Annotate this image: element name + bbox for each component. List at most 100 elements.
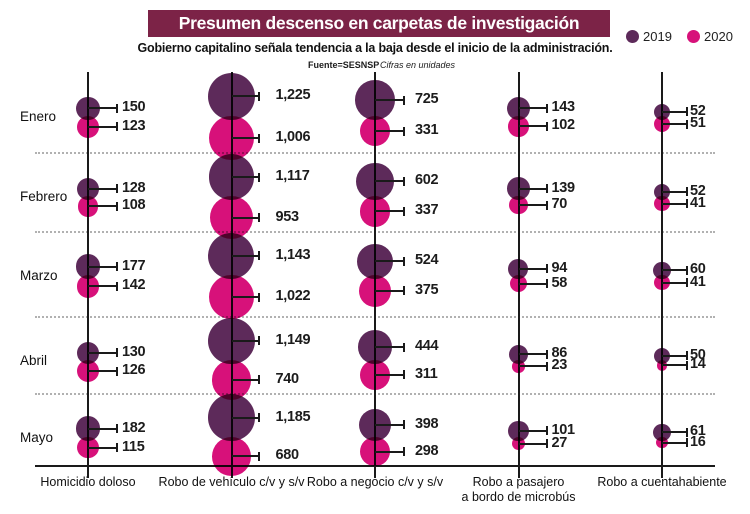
bubble-2020 <box>76 275 100 298</box>
category-label: Homicidio doloso <box>3 475 173 490</box>
leader-tick <box>116 184 118 194</box>
value-label: 1,006 <box>275 129 311 146</box>
bubble-2020 <box>509 196 528 215</box>
bubble-2019 <box>76 96 100 120</box>
legend-dot-2020-icon <box>687 29 700 43</box>
value-label: 1,225 <box>275 87 311 104</box>
value-label: 70 <box>551 196 568 213</box>
leader-tick <box>257 213 260 223</box>
value-label: 444 <box>415 338 439 355</box>
value-label: 23 <box>551 357 568 374</box>
category-label-line: a bordo de microbús <box>461 490 576 504</box>
leader-line <box>518 187 546 190</box>
value-label: 1,185 <box>275 408 311 425</box>
leader-tick <box>403 286 405 296</box>
leader-line <box>375 450 403 453</box>
leader-tick <box>403 256 405 266</box>
bubble-2020 <box>508 116 529 137</box>
leader-tick <box>403 176 405 186</box>
value-label: 101 <box>551 421 576 438</box>
bubble-2020 <box>654 275 670 291</box>
leader-line <box>518 267 546 270</box>
bubble-2020 <box>653 116 671 133</box>
leader-tick <box>545 361 548 371</box>
leader-tick <box>545 200 548 210</box>
category-label: Robo a cuentahabiente <box>577 475 747 490</box>
bubble-2019 <box>653 261 671 279</box>
leader-line <box>231 176 258 179</box>
leader-tick <box>545 426 548 436</box>
leader-line <box>88 285 116 288</box>
category-label-line: Homicidio doloso <box>40 475 136 489</box>
leader-tick <box>403 206 405 216</box>
leader-tick <box>403 420 405 430</box>
leader-line <box>88 446 116 449</box>
value-label: 150 <box>122 99 146 116</box>
value-label: 41 <box>690 273 706 290</box>
value-label: 52 <box>690 182 706 199</box>
value-label: 953 <box>275 208 300 225</box>
bubble-2020 <box>656 437 668 449</box>
bubble-2020 <box>77 116 99 138</box>
legend-item-2020: 2020 <box>687 28 733 44</box>
leader-line <box>88 107 116 110</box>
bubble-2019 <box>508 344 529 364</box>
leader-tick <box>257 91 260 101</box>
leader-tick <box>116 122 118 132</box>
leader-line <box>662 431 686 434</box>
month-label: Marzo <box>20 268 58 283</box>
value-label: 16 <box>690 433 706 450</box>
value-label: 1,022 <box>275 288 311 305</box>
value-label: 86 <box>551 345 568 362</box>
bubble-2020 <box>656 360 668 371</box>
leader-tick <box>257 336 260 346</box>
leader-tick <box>116 281 118 291</box>
leader-line <box>88 370 116 373</box>
leader-line <box>231 416 258 419</box>
leader-line <box>662 190 686 193</box>
leader-tick <box>545 121 548 131</box>
leader-line <box>662 123 686 126</box>
value-label: 128 <box>122 179 146 196</box>
value-label: 524 <box>415 252 439 269</box>
bubble-2019 <box>76 341 100 364</box>
leader-line <box>231 378 258 381</box>
leader-tick <box>257 251 260 261</box>
value-label: 311 <box>415 365 438 382</box>
units-note: Cifras en unidades <box>380 60 456 70</box>
leader-line <box>231 296 258 299</box>
category-label: Robo a pasajero a bordo de microbús <box>434 475 604 505</box>
month-label: Enero <box>20 109 57 124</box>
value-label: 1,149 <box>275 331 311 348</box>
value-label: 725 <box>415 91 439 108</box>
leader-tick <box>116 366 118 376</box>
leader-line <box>375 260 403 263</box>
leader-line <box>662 441 686 444</box>
value-label: 52 <box>690 102 706 119</box>
leader-line <box>231 254 258 257</box>
leader-tick <box>686 360 688 370</box>
value-label: 680 <box>275 447 300 464</box>
leader-tick <box>403 447 405 457</box>
leader-line <box>88 187 116 190</box>
leader-tick <box>686 119 688 129</box>
leader-tick <box>116 262 118 272</box>
value-label: 102 <box>551 117 576 134</box>
leader-line <box>375 180 403 183</box>
leader-tick <box>545 279 548 289</box>
leader-line <box>375 99 403 102</box>
page-title: Presumen descenso en carpetas de investi… <box>178 13 580 33</box>
leader-tick <box>686 351 688 361</box>
value-label: 14 <box>690 356 706 373</box>
value-label: 143 <box>551 99 576 116</box>
leader-line <box>662 202 686 205</box>
value-label: 115 <box>122 438 145 455</box>
category-label-line: Robo a pasajero <box>472 475 565 489</box>
leader-line <box>231 137 258 140</box>
bubble-2019 <box>653 183 671 200</box>
leader-line <box>231 216 258 219</box>
value-label: 182 <box>122 419 146 436</box>
leader-tick <box>686 438 688 448</box>
bubble-2020 <box>509 275 527 293</box>
